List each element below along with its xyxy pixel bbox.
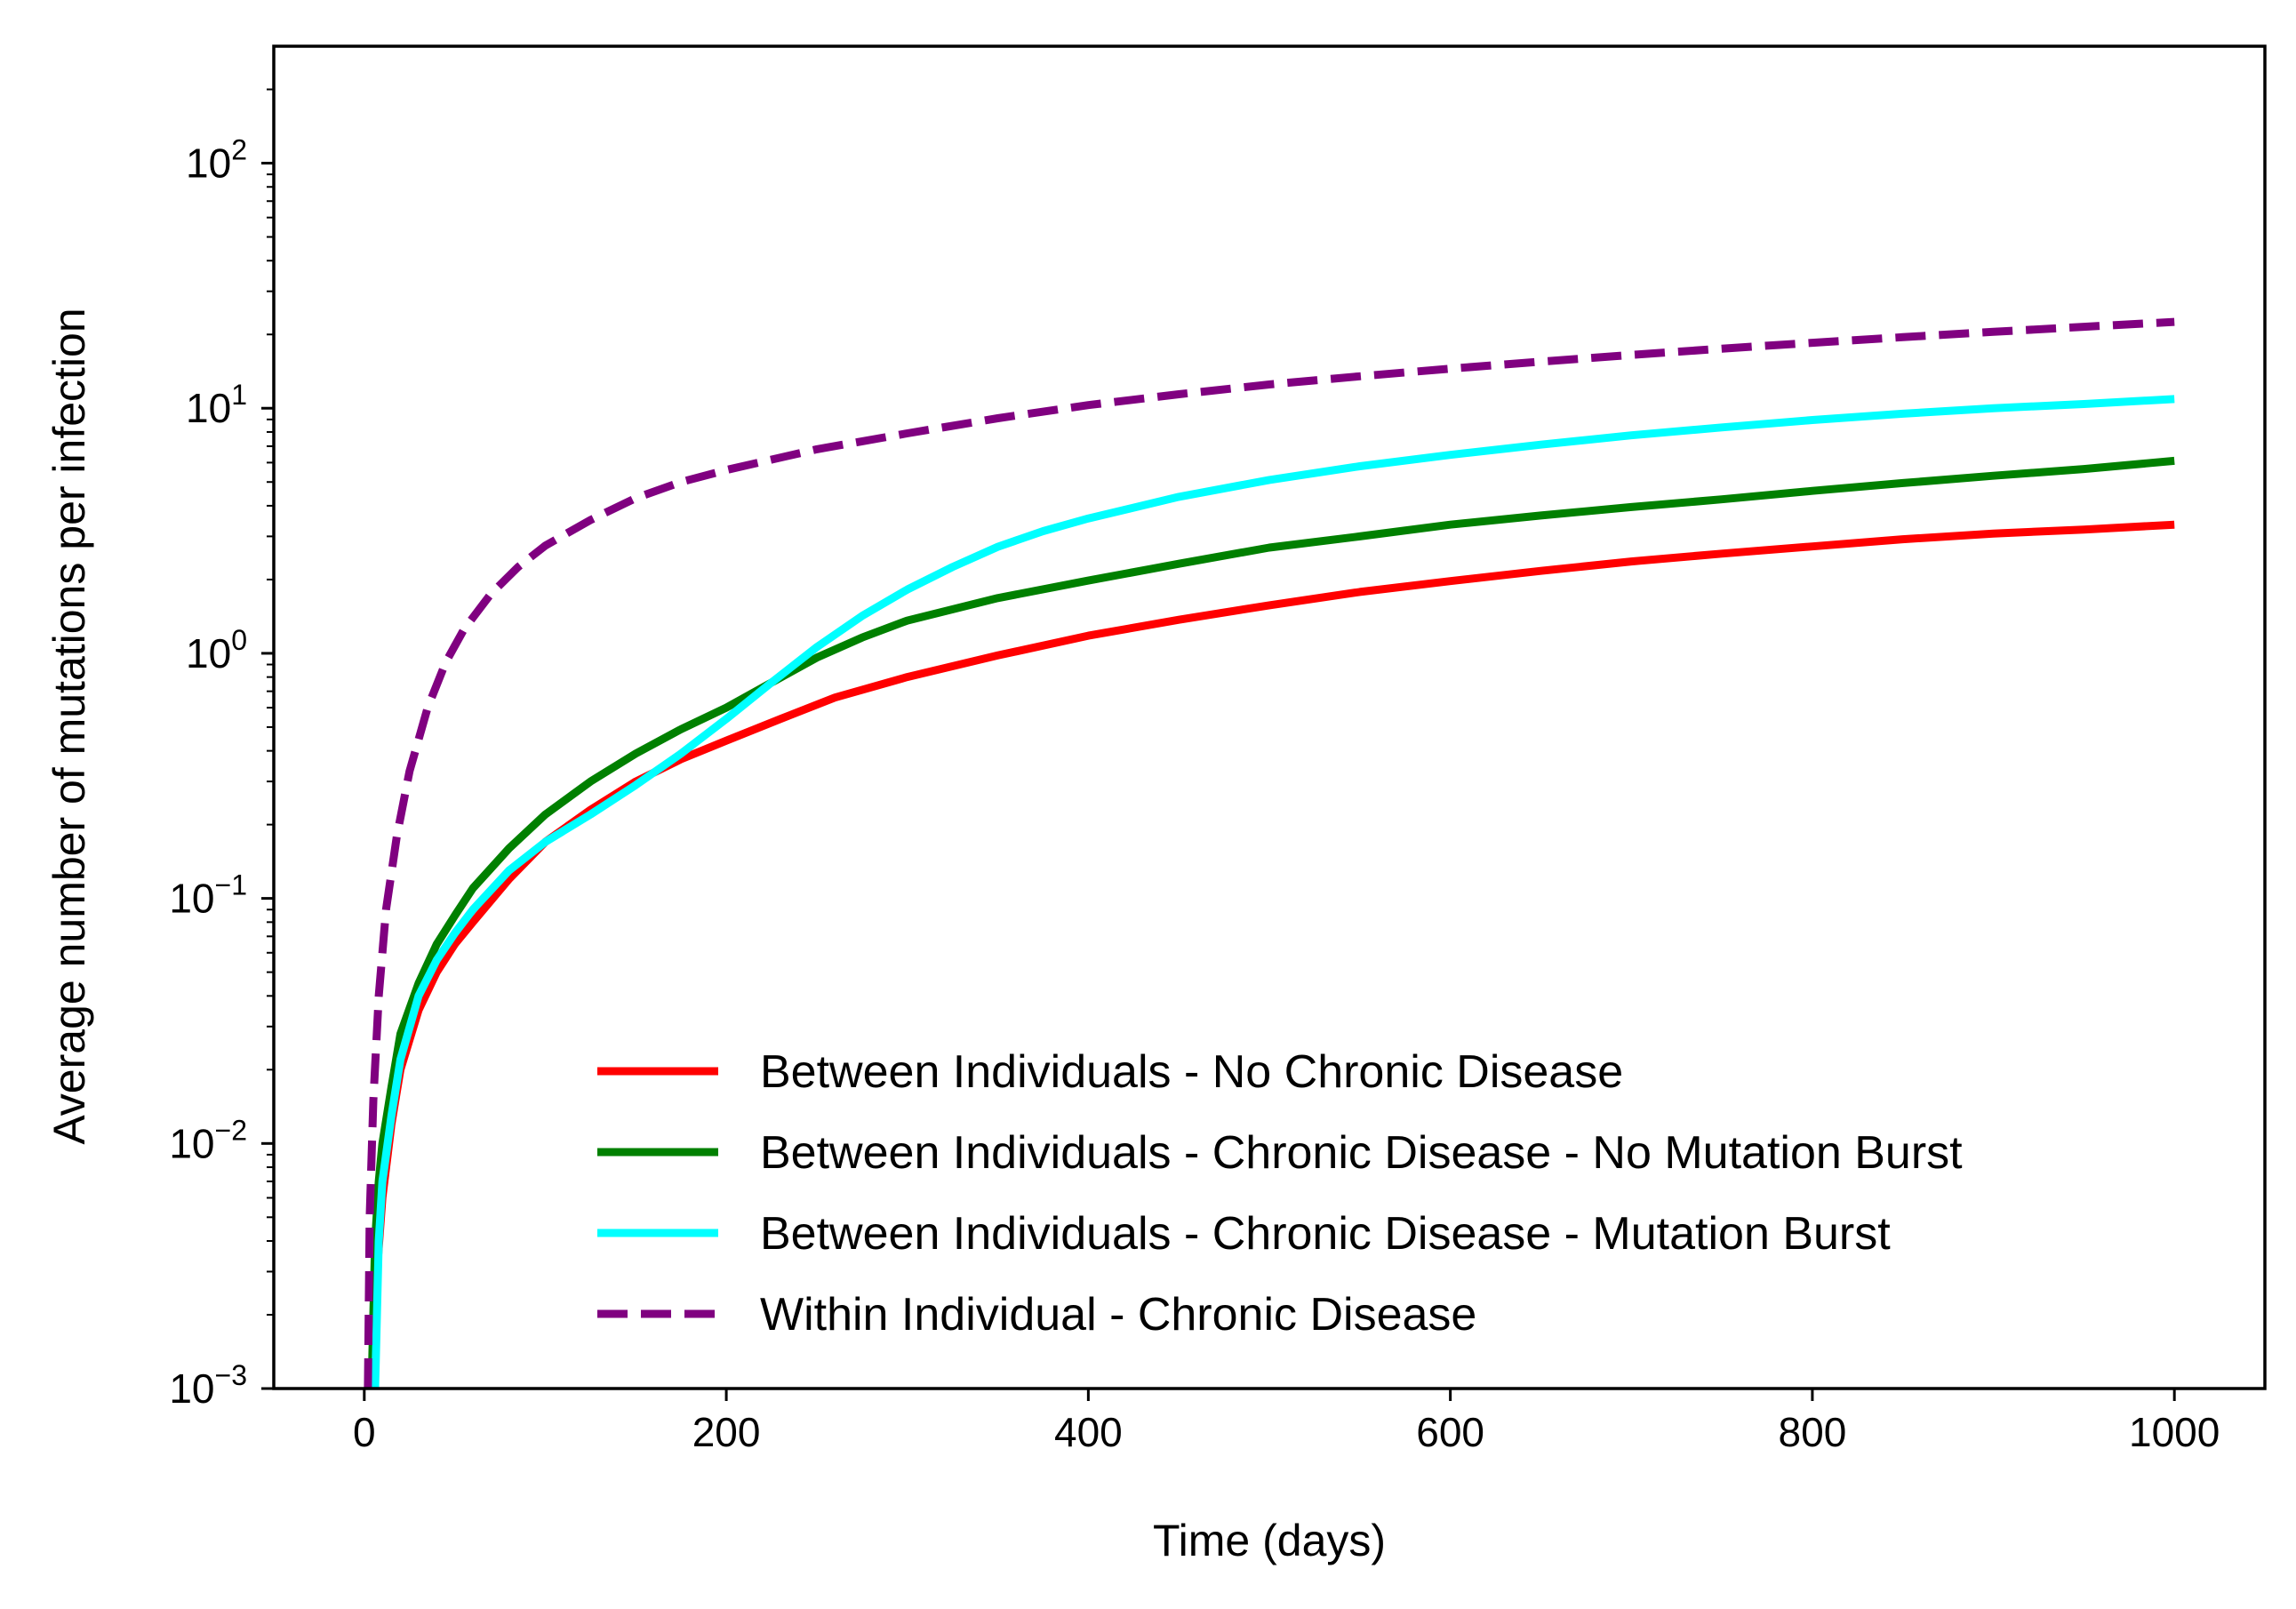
series-line-4 bbox=[364, 317, 2175, 1389]
x-tick-label-5: 1000 bbox=[2129, 1409, 2220, 1455]
y-axis-label: Average number of mutations per infectio… bbox=[44, 308, 94, 1144]
legend-label-3: Between Individuals - Chronic Disease - … bbox=[760, 1208, 1891, 1260]
series-line-2 bbox=[367, 456, 2175, 1389]
x-tick-label-2: 400 bbox=[1054, 1409, 1123, 1455]
x-tick-label-0: 0 bbox=[353, 1409, 376, 1455]
y-tick-label-4: 101 bbox=[186, 379, 247, 431]
axes-layer: 0 200 400 600 800 1000 10−3 10−2 10−1 100 101 102 bbox=[169, 44, 2267, 1455]
y-tick-label-2: 10−1 bbox=[169, 869, 247, 922]
y-tick-label-0: 10−3 bbox=[169, 1359, 247, 1412]
x-tick-label-3: 600 bbox=[1416, 1409, 1484, 1455]
x-axis-label: Time (days) bbox=[1153, 1516, 1386, 1565]
x-tick-label-1: 200 bbox=[692, 1409, 761, 1455]
legend-label-1: Between Individuals - No Chronic Disease bbox=[760, 1046, 1623, 1098]
legend-label-4: Within Individual - Chronic Disease bbox=[760, 1289, 1476, 1341]
plot-frame bbox=[272, 44, 2267, 1390]
series-line-3 bbox=[371, 395, 2175, 1389]
y-tick-label-1: 10−2 bbox=[169, 1114, 247, 1166]
y-tick-label-5: 102 bbox=[186, 134, 247, 187]
legend: Between Individuals - No Chronic Disease… bbox=[597, 1046, 1963, 1341]
y-tick-label-3: 100 bbox=[186, 624, 247, 676]
legend-label-2: Between Individuals - Chronic Disease - … bbox=[760, 1127, 1963, 1179]
series-layer bbox=[364, 317, 2175, 1389]
series-line-1 bbox=[369, 520, 2175, 1389]
x-tick-label-4: 800 bbox=[1779, 1409, 1847, 1455]
